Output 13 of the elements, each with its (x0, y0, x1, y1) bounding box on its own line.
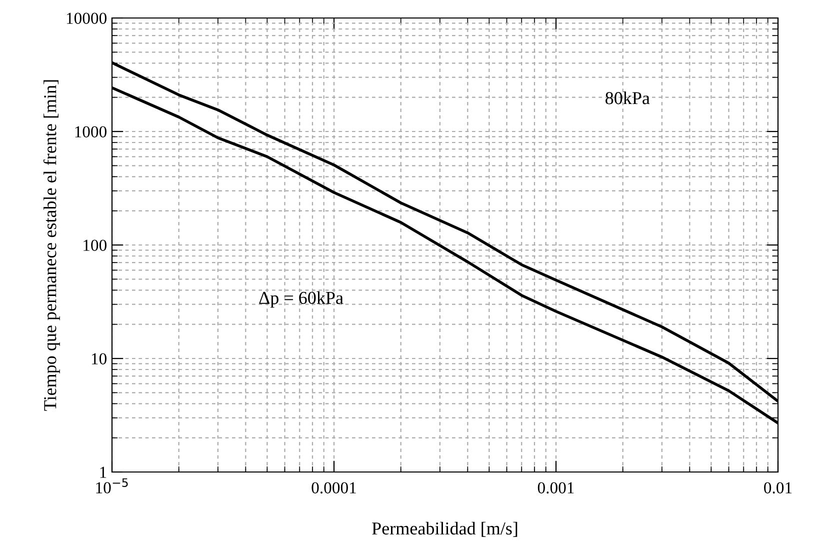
y-axis-title: Tiempo que permanece estable el frente [min] (43, 80, 60, 411)
x-tick-label: 0.0001 (312, 482, 356, 494)
x-tick-label: 0.01 (764, 482, 792, 494)
y-tick-label: 10000 (66, 12, 107, 24)
y-tick-label: 1000 (75, 126, 107, 138)
x-axis-title: Permeabilidad [m/s] (372, 522, 518, 537)
y-tick-label: 1 (100, 466, 106, 478)
annotation: Δp = 60kPa (259, 291, 344, 308)
y-tick-label: 100 (84, 240, 107, 251)
x-tick-label: 10$^{−5}$ (96, 478, 128, 494)
x-tick-label: 0.001 (538, 482, 574, 494)
annotation: 80kPa (606, 92, 650, 104)
y-tick-label: 10 (92, 353, 107, 364)
